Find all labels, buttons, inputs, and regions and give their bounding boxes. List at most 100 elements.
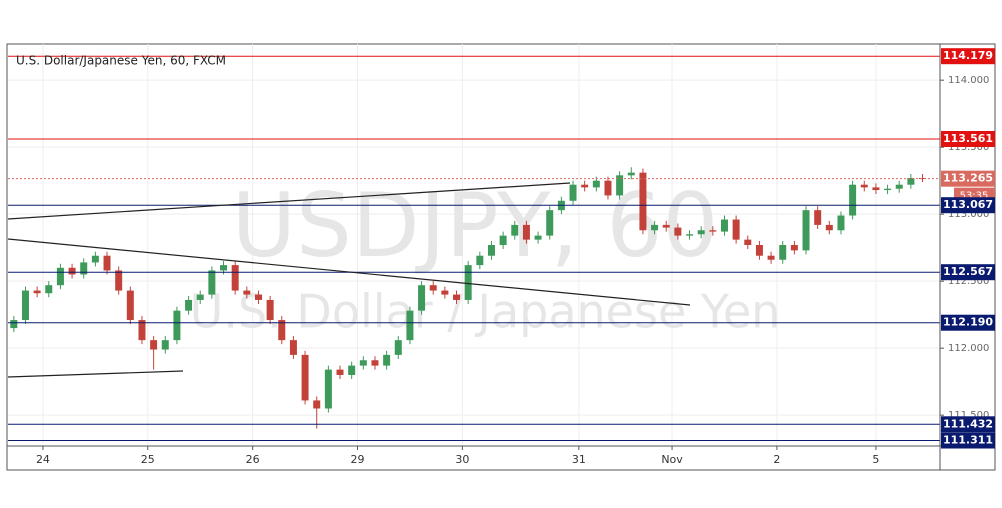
x-tick-label: 24 — [36, 453, 50, 466]
candle-body — [627, 172, 635, 176]
candle-body — [464, 265, 472, 300]
price-label: 113.265 — [943, 172, 993, 185]
candle-body — [278, 320, 286, 341]
x-tick-label: 31 — [572, 453, 586, 466]
price-label-box — [941, 314, 995, 331]
price-label-box — [941, 264, 995, 281]
x-tick-label: 2 — [773, 453, 780, 466]
candle-body — [592, 180, 600, 188]
chart-title: U.S. Dollar/Japanese Yen, 60, FXCM — [16, 54, 226, 68]
candle-body — [686, 234, 694, 236]
candle-body — [453, 294, 461, 300]
candle-body — [604, 180, 612, 196]
price-label-box — [941, 170, 995, 187]
candle-body — [662, 224, 670, 228]
candle-body — [907, 178, 915, 185]
candle-body — [697, 230, 705, 235]
candle-body — [161, 340, 169, 350]
y-tick-label: 112.000 — [948, 343, 989, 354]
y-tick-label: 111.500 — [948, 410, 989, 421]
candle-body — [394, 340, 402, 355]
axes: 111.500 112.000 112.500 113.000 113.500 114.0… — [36, 48, 995, 466]
trendline — [7, 370, 184, 378]
candle-body — [429, 285, 437, 291]
candle-body — [639, 172, 647, 231]
candle-body — [68, 267, 76, 275]
candle-body — [919, 178, 927, 179]
candle-body — [849, 184, 857, 216]
candle-body — [441, 290, 449, 295]
candle-body — [825, 224, 833, 231]
candle-body — [755, 245, 763, 256]
candle-body — [779, 245, 787, 260]
price-label: 113.067 — [943, 198, 993, 211]
candle-body — [313, 400, 321, 409]
candle-body — [674, 227, 682, 236]
candle-body — [651, 224, 659, 231]
candle-body — [348, 365, 356, 375]
candle-body — [837, 215, 845, 231]
candle-body — [814, 210, 822, 225]
candle-body — [10, 320, 18, 329]
price-label: 112.567 — [943, 265, 993, 278]
candle-body — [860, 184, 868, 188]
watermark-subtitle: U.S. Dollar / Japanese Yen — [190, 285, 781, 339]
candle-body — [220, 265, 228, 271]
candle-body — [581, 184, 589, 188]
candle-body — [371, 360, 379, 366]
candle-body — [266, 299, 274, 321]
candle-body — [324, 369, 332, 409]
candle-body — [569, 184, 577, 201]
candle-body — [21, 290, 29, 321]
candle-body — [895, 184, 903, 189]
plot — [8, 55, 940, 442]
candle-body — [616, 175, 624, 196]
candle-body — [103, 255, 111, 271]
y-tick-label: 114.000 — [948, 75, 989, 86]
candle-body — [173, 310, 181, 341]
x-tick-label: 5 — [872, 453, 879, 466]
x-tick-label: 30 — [455, 453, 469, 466]
y-tick-label: 113.500 — [948, 142, 989, 153]
price-label: 111.311 — [943, 434, 993, 447]
x-tick-label: 26 — [246, 453, 260, 466]
candle-body — [802, 210, 810, 251]
candle-body — [884, 188, 892, 191]
candle-body — [33, 290, 41, 294]
candle-body — [301, 354, 309, 401]
watermark: USDJPY, 60 — [232, 174, 719, 277]
y-tick-label: 113.000 — [948, 209, 989, 220]
candle-body — [115, 270, 123, 291]
candle-body — [196, 294, 204, 300]
price-label: 113.561 — [943, 132, 993, 145]
price-label: 111.432 — [943, 417, 993, 430]
candle-body — [418, 285, 426, 311]
candle-body — [487, 245, 495, 256]
candle-body — [80, 262, 88, 275]
price-label-box — [941, 131, 995, 148]
price-label-box — [941, 197, 995, 214]
candle-body — [126, 290, 134, 321]
candle-body — [56, 267, 64, 286]
y-tick-label: 112.500 — [948, 276, 989, 287]
candle-body — [476, 255, 484, 266]
candle-body — [289, 340, 297, 355]
candle-body — [534, 235, 542, 240]
candle-body — [511, 224, 519, 236]
candle-body — [185, 299, 193, 311]
candle-body — [406, 310, 414, 341]
candle-body — [744, 239, 752, 245]
candle-body — [767, 255, 775, 260]
x-tick-label: 25 — [141, 453, 155, 466]
price-label-box — [941, 48, 995, 65]
candle-body — [546, 210, 554, 236]
candle-body — [872, 187, 880, 191]
candle-body — [720, 219, 728, 232]
price-label-box — [941, 416, 995, 433]
candle-body — [150, 340, 158, 350]
price-label: 112.190 — [943, 316, 993, 329]
candle-body — [790, 245, 798, 251]
price-label-box — [941, 432, 995, 449]
trendline — [7, 238, 691, 306]
